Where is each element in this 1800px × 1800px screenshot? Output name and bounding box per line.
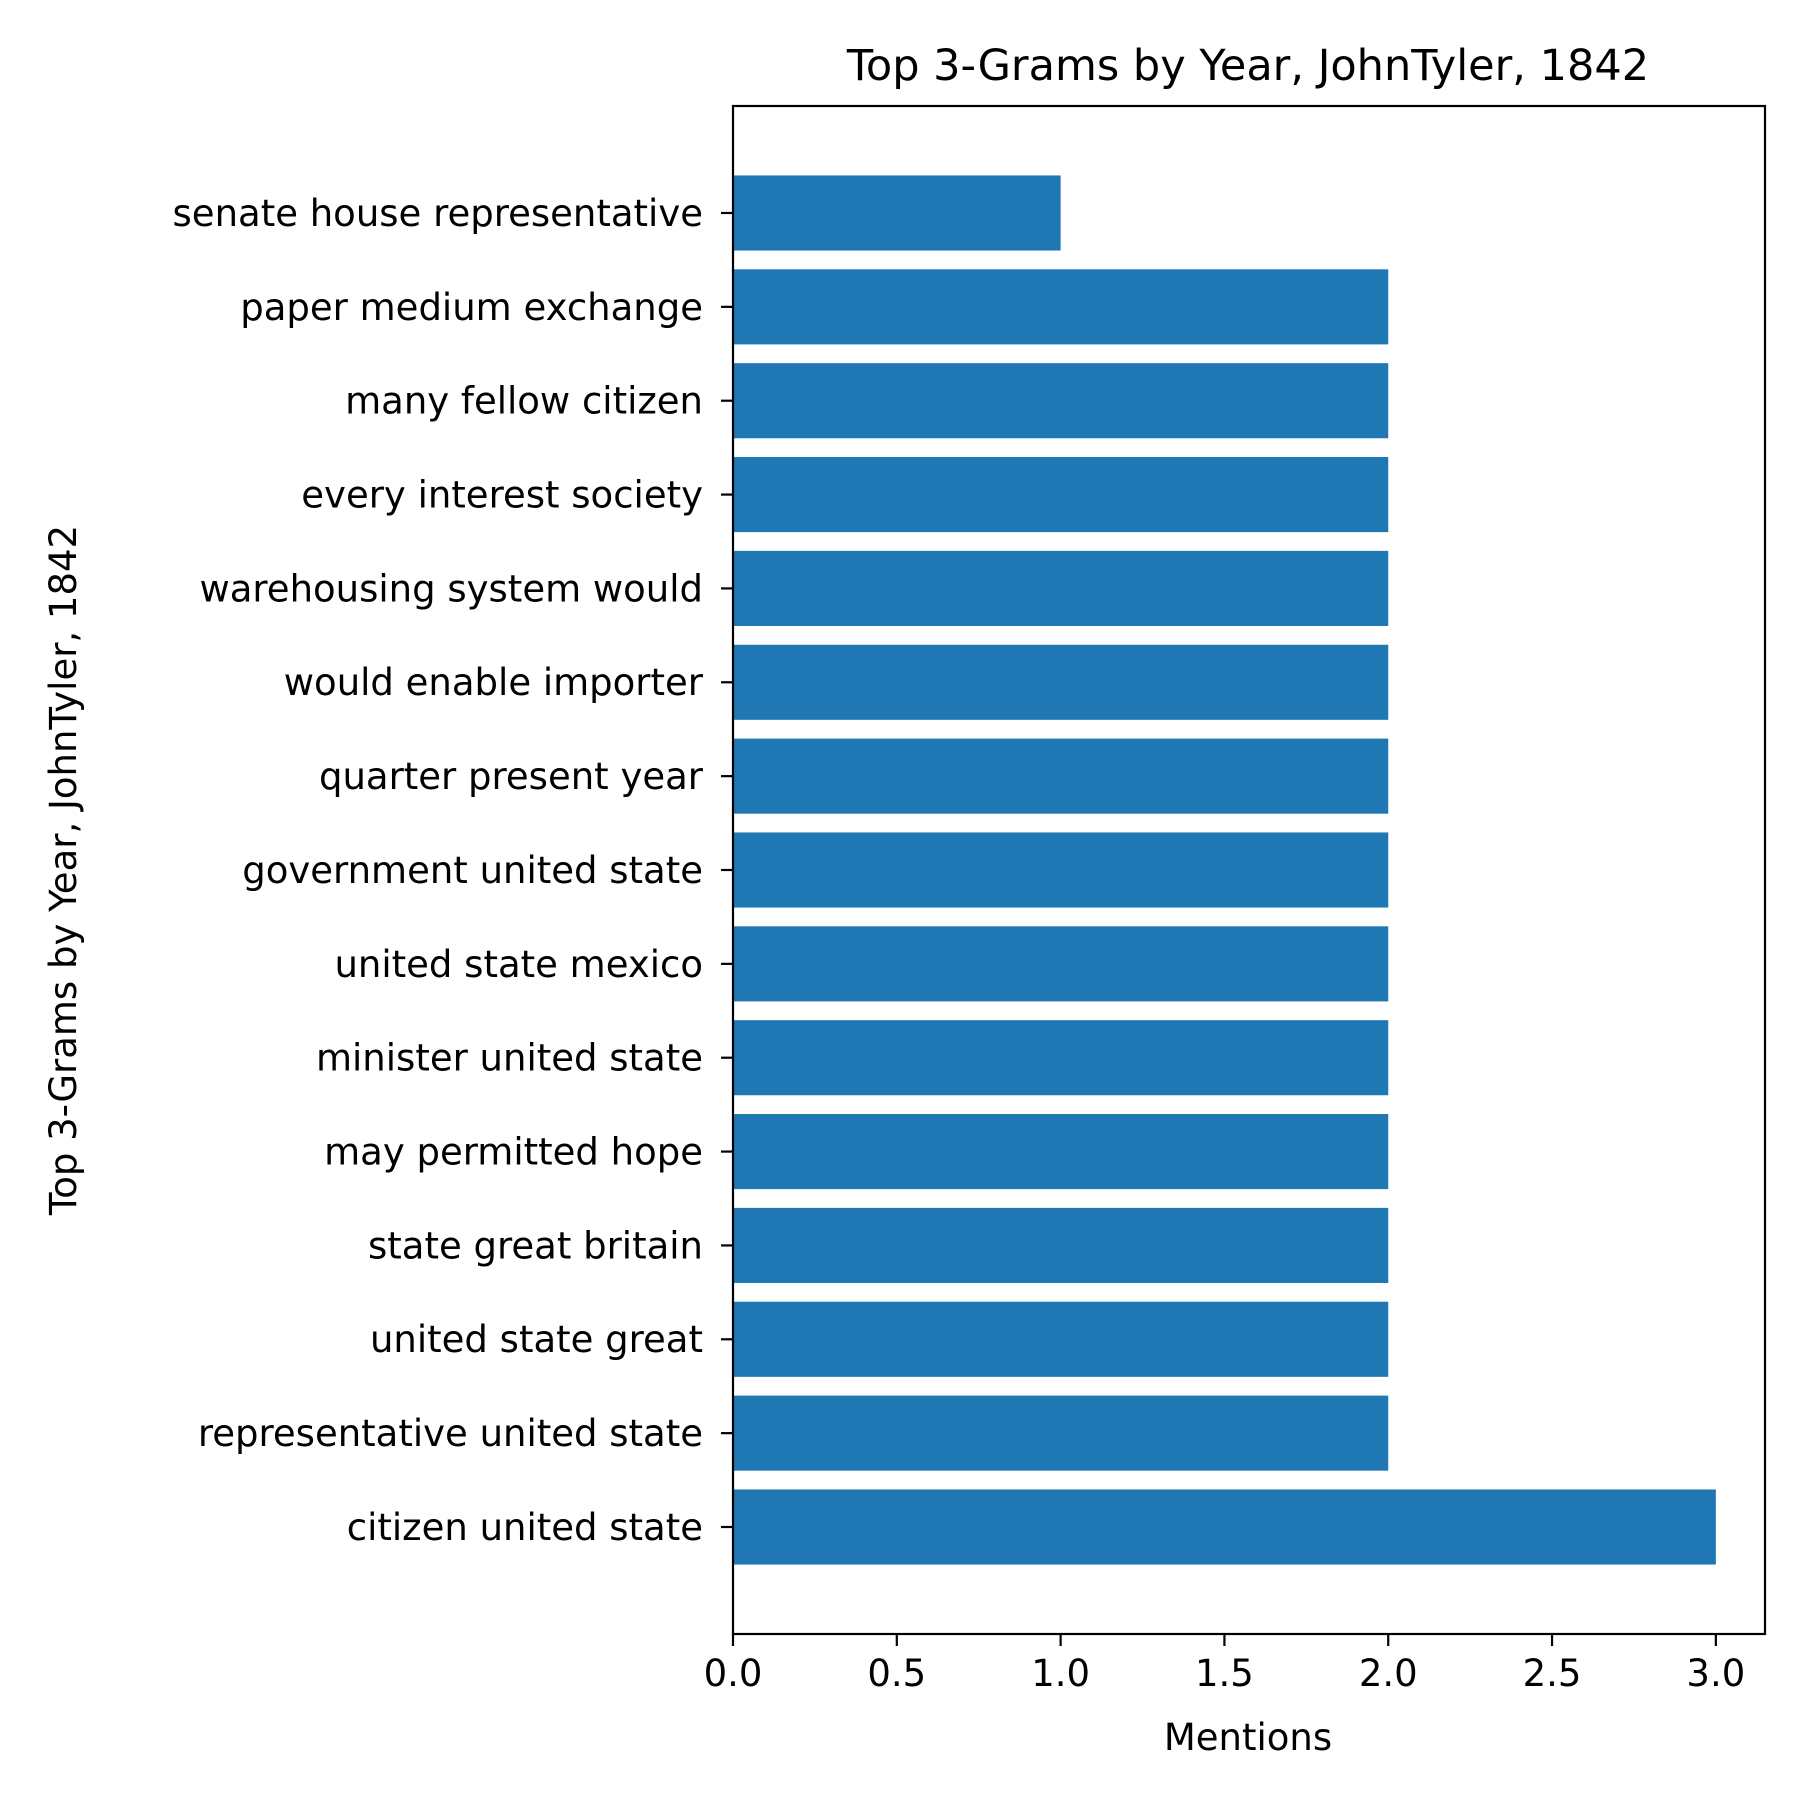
y-tick-label: united state great xyxy=(370,1318,703,1361)
bar-may-permitted-hope xyxy=(733,1114,1389,1190)
bar-quarter-present-year xyxy=(733,738,1389,814)
x-axis-label: Mentions xyxy=(1164,1716,1332,1759)
bar-paper-medium-exchange xyxy=(733,269,1389,345)
bars-group xyxy=(733,175,1716,1565)
x-tick-label: 0.5 xyxy=(867,1652,926,1695)
bar-united-state-mexico xyxy=(733,926,1389,1002)
y-tick-label: representative united state xyxy=(198,1412,703,1455)
bar-would-enable-importer xyxy=(733,644,1389,720)
x-tick-label: 2.0 xyxy=(1359,1652,1418,1695)
y-tick-label: would enable importer xyxy=(284,661,704,704)
y-tick-label: may permitted hope xyxy=(324,1131,703,1174)
bar-united-state-great xyxy=(733,1301,1389,1377)
plot-frame xyxy=(731,104,1767,1636)
y-tick-label: citizen united state xyxy=(347,1506,703,1549)
chart-title: Top 3-Grams by Year, JohnTyler, 1842 xyxy=(846,41,1649,91)
y-tick-label: quarter present year xyxy=(319,755,704,798)
x-tick-label: 3.0 xyxy=(1686,1652,1745,1695)
x-tick-label: 1.5 xyxy=(1195,1652,1254,1695)
y-tick-label: state great britain xyxy=(368,1224,703,1267)
y-tick-label: government united state xyxy=(242,849,703,892)
y-tick-label: senate house representative xyxy=(173,192,703,235)
x-tick-label: 0.0 xyxy=(704,1652,763,1695)
y-tick-label: united state mexico xyxy=(334,943,703,986)
x-tick-label: 1.0 xyxy=(1031,1652,1090,1695)
y-tick-label: many fellow citizen xyxy=(345,380,703,423)
bar-warehousing-system-would xyxy=(733,550,1389,626)
bar-every-interest-society xyxy=(733,457,1389,533)
bar-minister-united-state xyxy=(733,1020,1389,1096)
y-tick-label: paper medium exchange xyxy=(240,286,703,329)
x-tick-label: 2.5 xyxy=(1523,1652,1582,1695)
bar-many-fellow-citizen xyxy=(733,363,1389,439)
bar-senate-house-representative xyxy=(733,175,1061,251)
bar-state-great-britain xyxy=(733,1207,1389,1283)
bar-citizen-united-state xyxy=(733,1489,1716,1565)
bar-government-united-state xyxy=(733,832,1389,908)
x-axis-ticks: 0.0 0.5 1.0 1.5 2.0 2.5 3.0 xyxy=(704,1634,1745,1695)
y-tick-label: every interest society xyxy=(301,474,703,517)
y-tick-label: warehousing system would xyxy=(199,567,703,610)
y-axis-ticks: citizen united state representative unite… xyxy=(173,192,733,1549)
y-tick-label: minister united state xyxy=(316,1037,703,1080)
y-axis-label: Top 3-Grams by Year, JohnTyler, 1842 xyxy=(42,525,85,1216)
bar-representative-united-state xyxy=(733,1395,1389,1471)
